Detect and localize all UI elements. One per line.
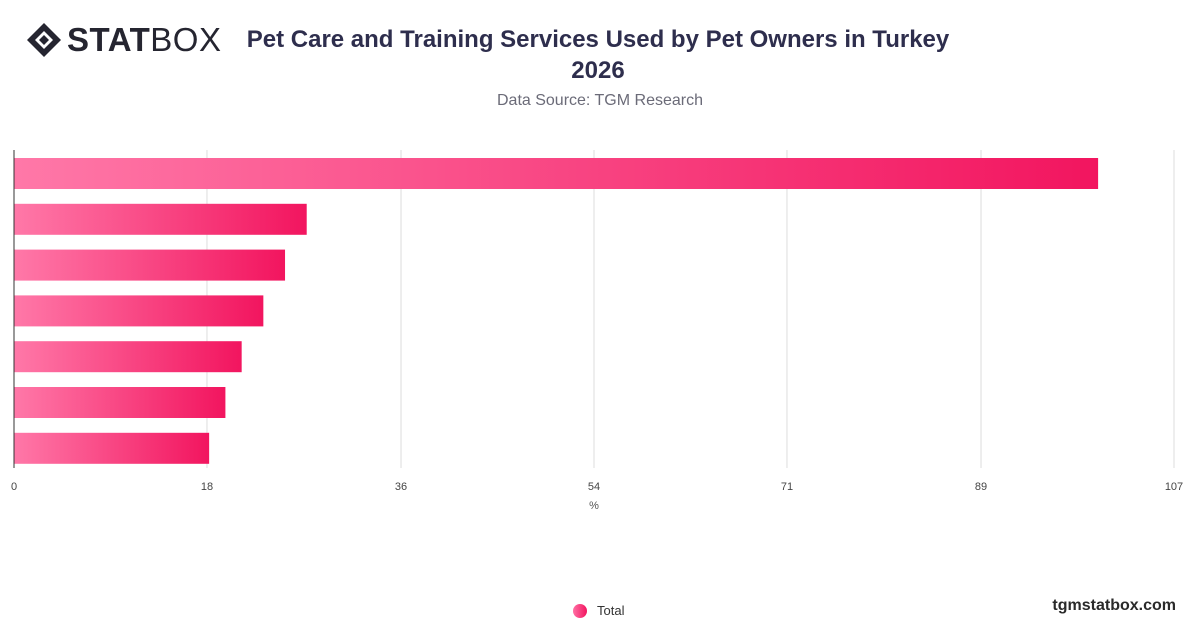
footer-brand: tgmstatbox.com (1052, 597, 1176, 614)
bar (14, 341, 242, 373)
tick-labels: 0 18 36 54 71 89 107% (11, 481, 1183, 512)
x-tick-label: 36 (395, 481, 407, 493)
grid-lines (206, 150, 1175, 468)
logo-text-light: BOX (150, 21, 222, 58)
bar (14, 249, 286, 281)
legend[interactable]: Total (573, 603, 624, 618)
bar (14, 158, 1099, 189)
bar (14, 203, 307, 235)
logo-text-bold: STAT (67, 21, 151, 58)
bar (14, 432, 210, 464)
bar (14, 295, 264, 327)
x-tick-label: 0 (11, 481, 17, 493)
x-tick-label: 89 (975, 481, 987, 493)
legend-marker (573, 603, 587, 618)
statbox-diamond-icon (27, 23, 61, 57)
statbox-logo: STATBOX (26, 22, 221, 58)
x-tick-label: 71 (781, 481, 793, 493)
x-axis-label: % (589, 500, 599, 512)
chart-subtitle: Data Source: TGM Research (496, 92, 703, 109)
legend-label-total: Total (597, 603, 625, 618)
x-tick-label: 107 (1165, 481, 1183, 493)
chart-title: Pet Care and Training Services Used by P… (246, 26, 950, 84)
bars (14, 158, 1099, 464)
bar (14, 387, 226, 418)
x-tick-label: 18 (201, 481, 213, 493)
x-tick-label: 54 (588, 481, 600, 493)
